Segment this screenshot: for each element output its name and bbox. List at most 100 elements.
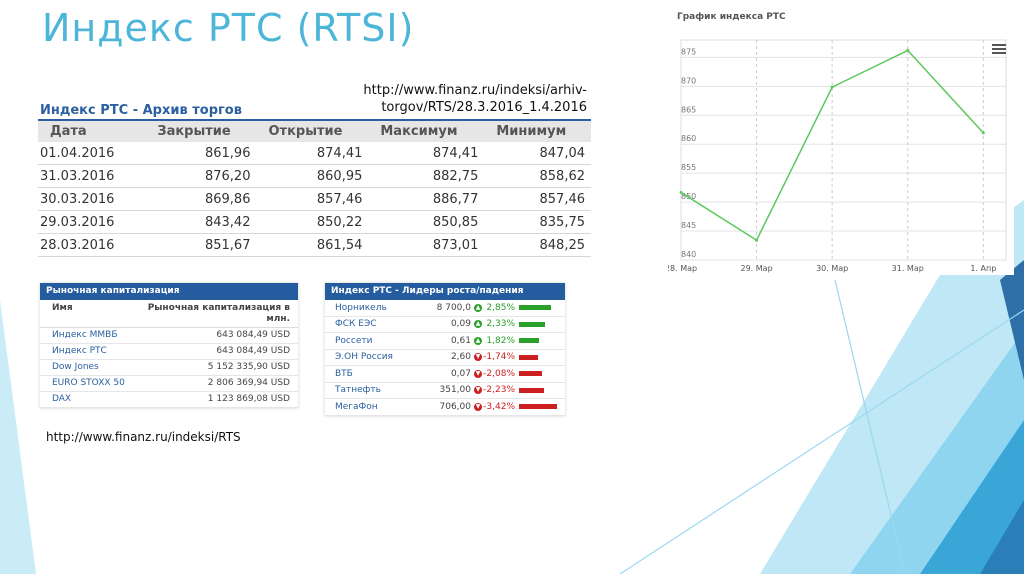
archive-cell: 860,95 xyxy=(256,164,369,188)
market-cap-header: Имя Рыночная капитализация в млн. xyxy=(40,300,298,328)
leaders-name-link[interactable]: Норникель xyxy=(335,302,387,313)
archive-cell: 01.04.2016 xyxy=(38,142,146,165)
plot-area xyxy=(680,39,1007,261)
arrow-down-icon: ▼ xyxy=(474,386,482,395)
leaders-name-link[interactable]: Татнефть xyxy=(335,385,381,396)
market-cap-name-link[interactable]: EURO STOXX 50 xyxy=(52,378,125,388)
leaders-row: Татнефть 351,00 ▼ -2,23% xyxy=(325,383,565,399)
arrow-down-icon: ▼ xyxy=(474,369,482,378)
archive-cell: 848,25 xyxy=(484,233,591,257)
arrow-up-icon: ▲ xyxy=(474,320,482,329)
y-tick-label: 845 xyxy=(681,221,696,230)
leaders-row: Россети 0,61 ▲ 1,82% xyxy=(325,333,565,350)
market-cap-value: 643 084,49 USD xyxy=(216,330,290,340)
market-cap-row: DAX 1 123 869,08 USD xyxy=(40,392,298,408)
y-tick-label: 855 xyxy=(681,163,696,172)
y-tick-label: 875 xyxy=(681,47,696,56)
y-tick-label: 860 xyxy=(681,134,696,143)
leaders-title: Индекс РТС - Лидеры роста/падения xyxy=(325,283,565,300)
market-cap-value: 643 084,49 USD xyxy=(216,346,290,356)
archive-cell: 874,41 xyxy=(256,142,369,165)
market-cap-name-link[interactable]: DAX xyxy=(52,394,72,404)
leaders-name-link[interactable]: Россети xyxy=(335,335,373,346)
archive-cell: 861,96 xyxy=(145,142,257,165)
x-tick-label: 1. Апр xyxy=(970,264,996,273)
leaders-price: 706,00 xyxy=(439,401,472,412)
y-tick-label: 870 xyxy=(681,76,696,85)
market-cap-col-name: Имя xyxy=(52,303,73,313)
rts-source-url[interactable]: http://www.finanz.ru/indeksi/RTS xyxy=(46,430,241,444)
y-tick-label: 840 xyxy=(681,250,696,259)
archive-cell: 874,41 xyxy=(368,142,485,165)
y-tick-label: 865 xyxy=(681,105,696,114)
archive-cell: 28.03.2016 xyxy=(38,233,146,257)
market-cap-row: Индекс РТС 643 084,49 USD xyxy=(40,344,298,360)
archive-table-title: Индекс РТС - Архив торгов xyxy=(40,103,242,118)
market-cap-col-value: Рыночная капитализация в млн. xyxy=(147,303,290,324)
leaders-price: 0,09 xyxy=(450,319,471,330)
leaders-row: ФСК ЕЭС 0,09 ▲ 2,33% xyxy=(325,317,565,333)
data-point xyxy=(981,131,985,135)
archive-col-open: Открытие xyxy=(256,120,369,142)
leaders-price: 2,60 xyxy=(450,352,471,363)
archive-cell: 850,85 xyxy=(368,210,485,234)
archive-col-high: Максимум xyxy=(368,120,485,142)
leaders-panel: Индекс РТС - Лидеры роста/падения Норник… xyxy=(325,283,565,416)
chart-menu-icon[interactable] xyxy=(992,44,1006,55)
data-point xyxy=(906,48,910,52)
leaders-change-bar xyxy=(519,354,538,360)
leaders-name-link[interactable]: ФСК ЕЭС xyxy=(335,319,377,330)
archive-cell: 30.03.2016 xyxy=(38,187,146,211)
archive-source-url[interactable]: http://www.finanz.ru/indeksi/arhiv- torg… xyxy=(335,82,587,116)
decor-shape-4 xyxy=(980,500,1024,574)
slide-title: Индекс РТС (RTSI) xyxy=(42,6,415,50)
archive-row: 29.03.2016 843,42 850,22 850,85 835,75 xyxy=(38,210,591,234)
arrow-up-icon: ▲ xyxy=(474,336,482,345)
archive-cell: 876,20 xyxy=(145,164,257,188)
market-cap-name-link[interactable]: Индекс РТС xyxy=(52,346,107,356)
leaders-change: -2,08% xyxy=(483,368,515,379)
archive-cell: 850,22 xyxy=(256,210,369,234)
leaders-change-bar xyxy=(519,387,544,393)
decor-shape-5 xyxy=(1000,260,1024,380)
decor-line-2 xyxy=(619,309,1024,574)
archive-cell: 882,75 xyxy=(368,164,485,188)
leaders-change: -1,74% xyxy=(483,352,515,363)
archive-source-url-line1[interactable]: http://www.finanz.ru/indeksi/arhiv- xyxy=(363,83,587,98)
archive-col-date: Дата xyxy=(38,120,146,142)
leaders-name-link[interactable]: ВТБ xyxy=(335,368,353,379)
leaders-price: 0,61 xyxy=(450,335,471,346)
archive-source-url-line2[interactable]: torgov/RTS/28.3.2016_1.4.2016 xyxy=(381,100,587,115)
archive-row: 30.03.2016 869,86 857,46 886,77 857,46 xyxy=(38,187,591,211)
decor-shape-3 xyxy=(920,420,1024,574)
market-cap-name-link[interactable]: Индекс ММВБ xyxy=(52,330,118,340)
leaders-name-link[interactable]: Э.ОН Россия xyxy=(335,352,393,363)
leaders-change-bar xyxy=(519,371,542,377)
chart-title: График индекса РТС xyxy=(677,12,786,22)
archive-table-panel: Индекс РТС - Архив торгов Дата Закрытие … xyxy=(38,103,591,257)
market-cap-row: Индекс ММВБ 643 084,49 USD xyxy=(40,328,298,344)
archive-cell: 861,54 xyxy=(256,233,369,257)
x-tick-label: 28. Мар xyxy=(668,264,697,273)
leaders-change-bar xyxy=(519,305,551,311)
archive-cell: 858,62 xyxy=(484,164,591,188)
archive-cell: 873,01 xyxy=(368,233,485,257)
archive-row: 31.03.2016 876,20 860,95 882,75 858,62 xyxy=(38,164,591,188)
market-cap-row: EURO STOXX 50 2 806 369,94 USD xyxy=(40,376,298,392)
archive-cell: 843,42 xyxy=(145,210,257,234)
archive-row: 28.03.2016 851,67 861,54 873,01 848,25 xyxy=(38,233,591,257)
market-cap-value: 1 123 869,08 USD xyxy=(207,394,290,404)
leaders-name-link[interactable]: МегаФон xyxy=(335,401,378,412)
x-tick-label: 29. Мар xyxy=(741,264,773,273)
leaders-row: МегаФон 706,00 ▼ -3,42% xyxy=(325,399,565,416)
archive-cell: 886,77 xyxy=(368,187,485,211)
chart-panel xyxy=(668,5,1014,275)
leaders-change: 2,85% xyxy=(486,302,515,313)
arrow-down-icon: ▼ xyxy=(474,402,482,411)
decor-line-1 xyxy=(834,279,906,574)
market-cap-name-link[interactable]: Dow Jones xyxy=(52,362,99,372)
leaders-price: 8 700,0 xyxy=(436,302,471,313)
leaders-price: 0,07 xyxy=(450,368,471,379)
